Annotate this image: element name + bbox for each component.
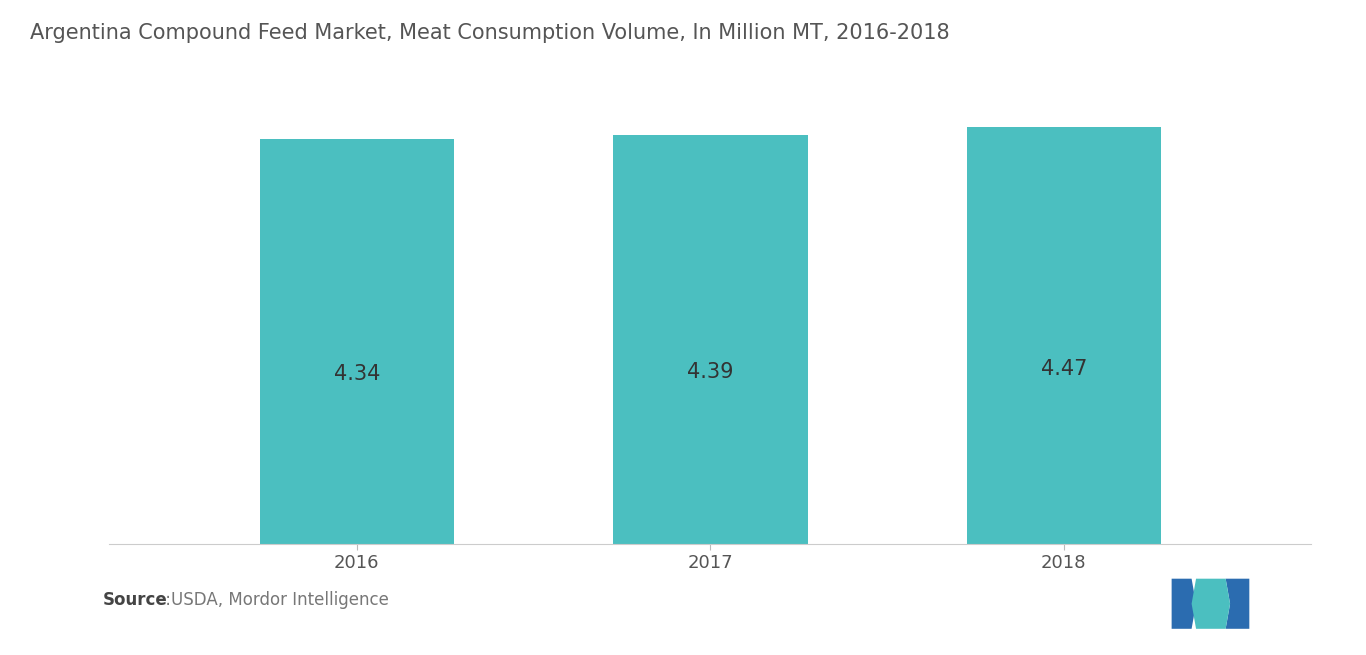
Text: Argentina Compound Feed Market, Meat Consumption Volume, In Million MT, 2016-201: Argentina Compound Feed Market, Meat Con… [30,23,949,43]
Text: :USDA, Mordor Intelligence: :USDA, Mordor Intelligence [160,591,389,609]
Text: 4.39: 4.39 [687,362,734,382]
Text: 4.34: 4.34 [333,364,380,384]
Bar [613,134,807,544]
Bar [967,127,1161,544]
Bar [260,140,454,544]
Text: Source: Source [102,591,167,609]
Text: 4.47: 4.47 [1041,359,1087,379]
